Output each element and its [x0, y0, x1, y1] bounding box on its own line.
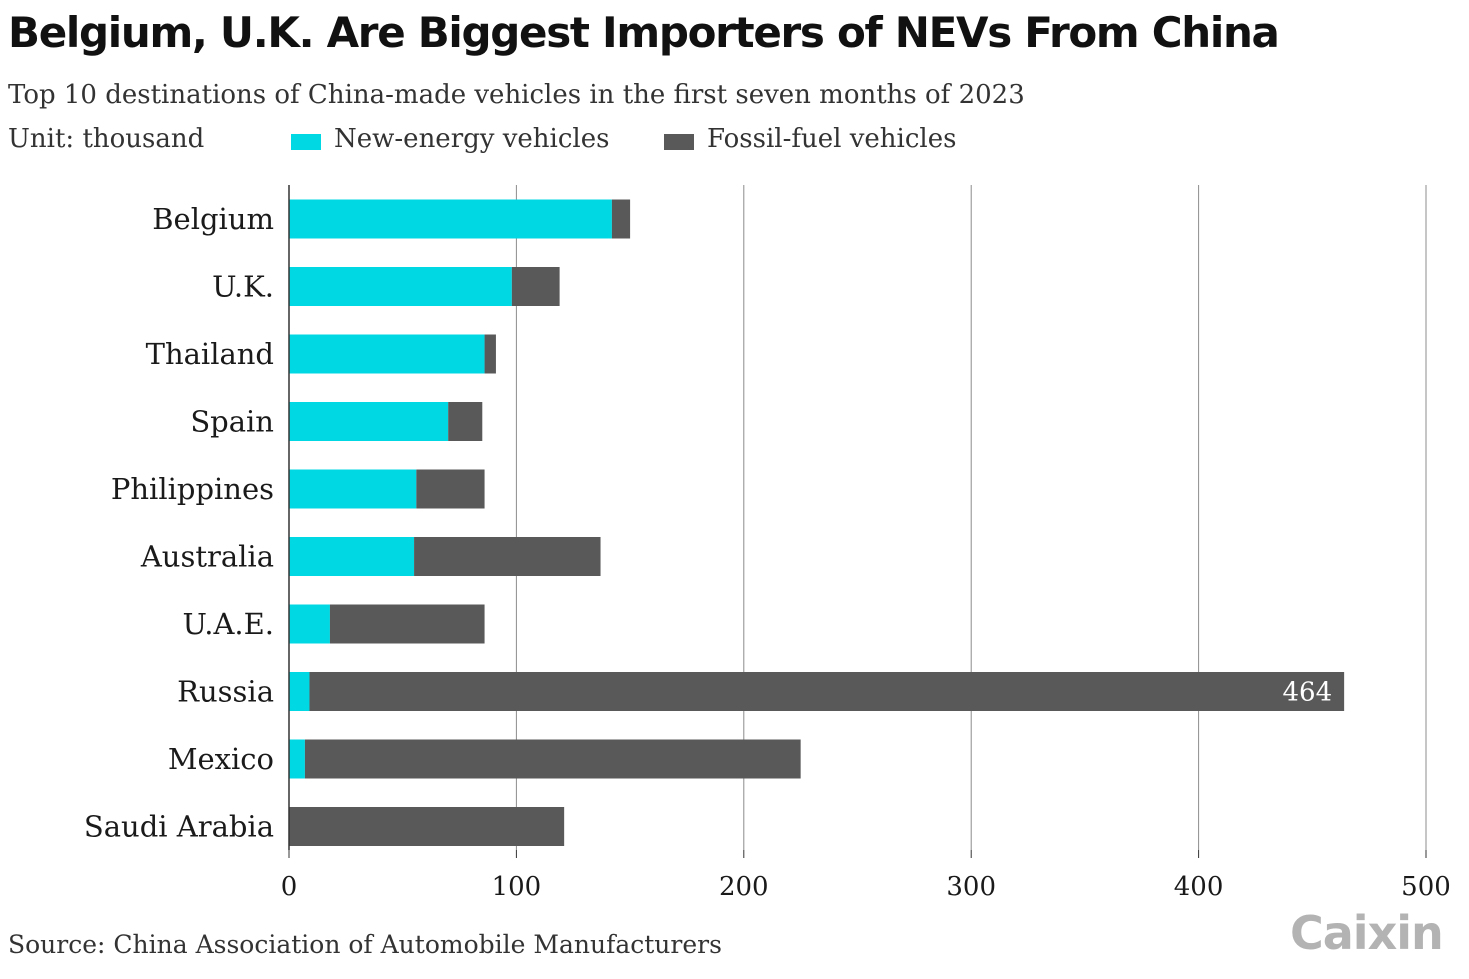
bar-nev	[289, 537, 415, 576]
category-label: Mexico	[168, 742, 274, 776]
category-label: Spain	[190, 405, 274, 439]
category-label: Saudi Arabia	[84, 810, 274, 844]
bar-nev	[289, 739, 305, 779]
chart-title: Belgium, U.K. Are Biggest Importers of N…	[8, 8, 1280, 57]
bar-nev	[289, 604, 330, 644]
category-label: Philippines	[111, 472, 274, 506]
x-tick-label: 500	[1401, 872, 1451, 902]
category-label: Thailand	[146, 337, 274, 371]
legend-label-nev: New-energy vehicles	[334, 124, 610, 154]
bar-fossil	[611, 199, 631, 239]
bar-nev	[289, 402, 449, 441]
chart-subtitle: Top 10 destinations of China-made vehicl…	[8, 80, 1025, 110]
bar-nev	[289, 334, 485, 374]
caixin-logo: Caixin	[1290, 906, 1444, 960]
bar-fossil	[304, 739, 801, 779]
bar-fossil	[416, 469, 485, 509]
x-tick-label: 300	[946, 872, 996, 902]
category-label: U.K.	[212, 270, 274, 304]
category-label: Russia	[177, 675, 274, 709]
unit-label: Unit: thousand	[8, 124, 205, 154]
data-label: 464	[1282, 678, 1332, 708]
legend-swatch-nev	[291, 134, 321, 150]
x-tick-label: 0	[281, 872, 298, 902]
bar-fossil	[329, 604, 485, 644]
legend-label-fossil: Fossil-fuel vehicles	[707, 124, 957, 154]
bar-fossil	[484, 334, 496, 374]
x-tick-label: 400	[1174, 872, 1224, 902]
category-label: Belgium	[152, 202, 274, 236]
bar-fossil	[309, 672, 1345, 711]
bar-nev	[289, 199, 612, 239]
bar-nev	[289, 672, 310, 711]
bar-fossil	[414, 537, 601, 576]
bar-fossil	[511, 267, 560, 306]
bar-nev	[289, 469, 417, 509]
bar-fossil	[289, 807, 565, 846]
category-label: Australia	[140, 540, 274, 574]
category-label: U.A.E.	[182, 607, 274, 641]
x-tick-label: 200	[719, 872, 769, 902]
legend-swatch-fossil	[664, 134, 694, 150]
bar-nev	[289, 267, 512, 306]
x-tick-label: 100	[492, 872, 542, 902]
source-note: Source: China Association of Automobile …	[8, 930, 722, 959]
bar-fossil	[448, 402, 483, 441]
